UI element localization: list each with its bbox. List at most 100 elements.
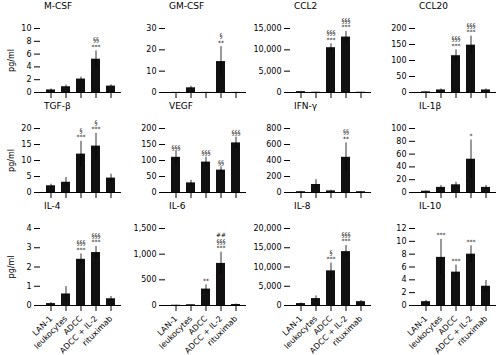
svg-text:200: 200 (141, 124, 156, 133)
svg-text:500: 500 (141, 275, 156, 284)
svg-text:1,500: 1,500 (134, 224, 157, 233)
svg-text:50: 50 (396, 72, 406, 81)
svg-text:0: 0 (401, 188, 406, 197)
svg-text:rituximab: rituximab (456, 314, 490, 348)
svg-text:§§§***: §§§*** (342, 17, 351, 31)
svg-text:rituximab: rituximab (206, 314, 240, 348)
svg-text:0: 0 (401, 301, 406, 310)
svg-text:15,000: 15,000 (254, 243, 282, 252)
svg-text:600: 600 (266, 140, 281, 149)
svg-text:10: 10 (146, 67, 156, 76)
svg-text:50: 50 (146, 172, 156, 181)
svg-text:200: 200 (391, 24, 406, 33)
svg-text:##§§§***: ##§§§*** (216, 231, 226, 251)
svg-text:2: 2 (26, 263, 31, 272)
svg-text:8: 8 (401, 250, 406, 259)
svg-text:3: 3 (26, 243, 31, 252)
svg-text:10: 10 (21, 24, 31, 33)
svg-text:12: 12 (396, 224, 406, 233)
svg-text:4: 4 (401, 275, 406, 284)
svg-text:100: 100 (141, 156, 156, 165)
svg-text:leukocytes: leukocytes (157, 314, 195, 351)
svg-text:200: 200 (266, 172, 281, 181)
svg-text:1: 1 (26, 282, 31, 291)
svg-text:15: 15 (21, 140, 31, 149)
svg-text:§**: §** (218, 32, 224, 46)
svg-text:5,000: 5,000 (259, 67, 282, 76)
svg-text:***: *** (437, 231, 446, 238)
svg-text:10: 10 (396, 237, 406, 246)
svg-text:leukocytes: leukocytes (407, 314, 445, 351)
svg-text:pg/ml: pg/ml (7, 256, 16, 279)
html-text:M-CSF: M-CSF (44, 1, 73, 11)
svg-text:80: 80 (396, 137, 406, 146)
svg-text:10: 10 (21, 156, 31, 165)
svg-text:5: 5 (26, 172, 31, 181)
svg-text:100: 100 (391, 124, 406, 133)
svg-text:2: 2 (26, 75, 31, 84)
svg-text:§***: §*** (92, 119, 101, 133)
svg-text:§***: §*** (327, 249, 336, 263)
svg-text:1,000: 1,000 (134, 250, 157, 259)
svg-text:0: 0 (276, 301, 281, 310)
svg-text:§§**: §§** (343, 128, 349, 142)
svg-text:10,000: 10,000 (254, 45, 282, 54)
svg-text:10,000: 10,000 (254, 263, 282, 272)
svg-text:15,000: 15,000 (254, 24, 282, 33)
svg-text:60: 60 (396, 150, 406, 159)
svg-text:***: *** (452, 257, 461, 264)
svg-text:§§§: §§§ (232, 129, 241, 136)
svg-text:§§§: §§§ (172, 144, 181, 151)
svg-text:0: 0 (276, 188, 281, 197)
svg-text:4: 4 (26, 62, 31, 71)
svg-text:rituximab: rituximab (331, 314, 365, 348)
svg-text:§§§***: §§§*** (342, 231, 351, 245)
svg-text:§***: §*** (77, 127, 86, 141)
svg-text:pg/ml: pg/ml (7, 149, 16, 172)
svg-text:§§§***: §§§*** (77, 239, 86, 253)
svg-text:§§: §§ (218, 159, 224, 166)
svg-text:0: 0 (151, 301, 156, 310)
svg-text:400: 400 (266, 156, 281, 165)
svg-text:***: *** (467, 238, 476, 245)
svg-text:40: 40 (396, 162, 406, 171)
svg-text:**: ** (203, 277, 209, 284)
svg-text:LAN-1: LAN-1 (280, 314, 305, 338)
svg-text:§§§***: §§§*** (467, 22, 476, 36)
svg-text:30: 30 (146, 24, 156, 33)
svg-text:§§§: §§§ (202, 149, 211, 156)
svg-text:LAN-1: LAN-1 (405, 314, 430, 338)
svg-text:§§***: §§*** (92, 36, 101, 50)
svg-text:pg/ml: pg/ml (7, 49, 16, 72)
svg-text:20: 20 (21, 124, 31, 133)
svg-text:4: 4 (26, 224, 31, 233)
svg-text:5,000: 5,000 (259, 282, 282, 291)
svg-text:leukocytes: leukocytes (32, 314, 70, 351)
svg-text:100: 100 (391, 56, 406, 65)
svg-text:§§§***: §§§*** (92, 232, 101, 246)
svg-text:20: 20 (146, 45, 156, 54)
svg-text:LAN-1: LAN-1 (30, 314, 55, 338)
svg-text:150: 150 (391, 40, 406, 49)
svg-text:LAN-1: LAN-1 (155, 314, 180, 338)
svg-text:6: 6 (26, 50, 31, 59)
svg-text:§§§***: §§§*** (452, 35, 461, 49)
svg-text:20,000: 20,000 (254, 224, 282, 233)
svg-text:0: 0 (151, 88, 156, 97)
svg-text:2: 2 (401, 288, 406, 297)
svg-text:0: 0 (26, 188, 31, 197)
svg-text:0: 0 (401, 88, 406, 97)
svg-text:0: 0 (26, 301, 31, 310)
svg-text:*: * (470, 132, 473, 139)
svg-text:0: 0 (26, 88, 31, 97)
svg-text:0: 0 (151, 188, 156, 197)
svg-text:8: 8 (26, 37, 31, 46)
svg-text:800: 800 (266, 124, 281, 133)
svg-text:0: 0 (276, 88, 281, 97)
svg-text:20: 20 (396, 175, 406, 184)
svg-text:150: 150 (141, 140, 156, 149)
svg-text:6: 6 (401, 263, 406, 272)
svg-text:leukocytes: leukocytes (282, 314, 320, 351)
svg-text:rituximab: rituximab (81, 314, 115, 348)
svg-text:§§§***: §§§*** (327, 29, 336, 43)
